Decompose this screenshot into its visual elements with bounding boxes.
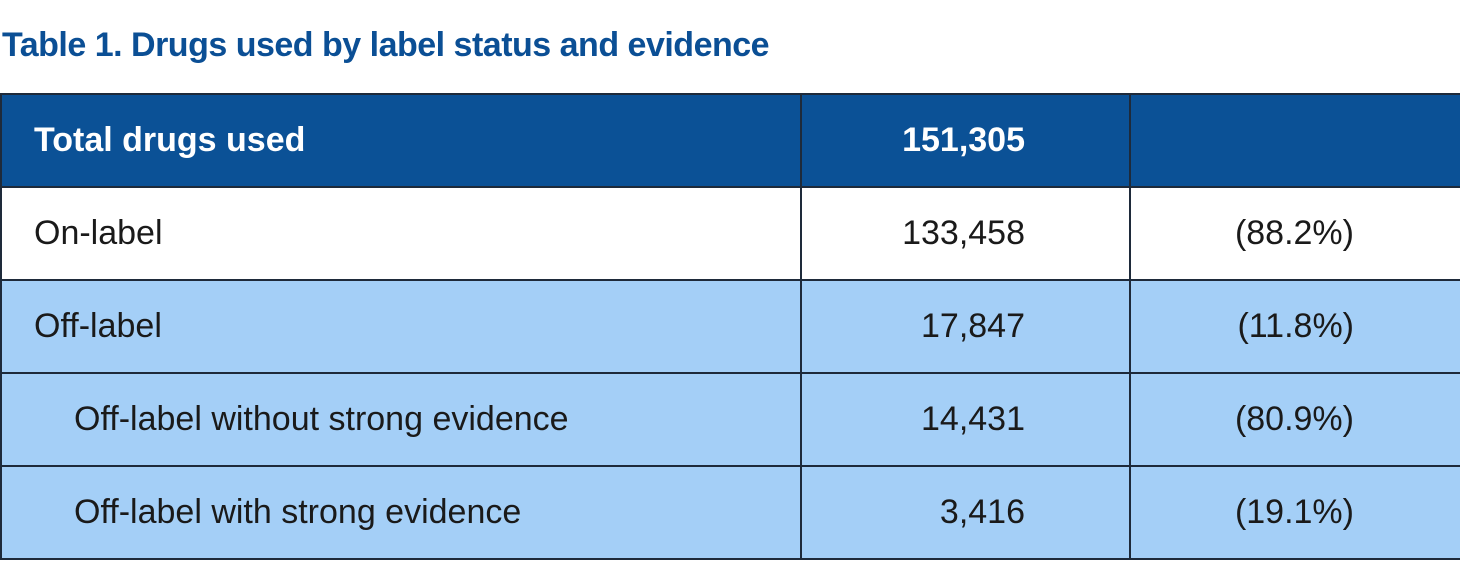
row-percent-cell: (88.2%) (1129, 186, 1460, 281)
table-row-off-label-without-strong-evidence: Off-label without strong evidence 14,431… (0, 372, 1460, 467)
row-label-cell: Off-label without strong evidence (0, 372, 802, 467)
table-row-off-label-with-strong-evidence: Off-label with strong evidence 3,416 (19… (0, 465, 1460, 560)
row-label-cell: Off-label (0, 279, 802, 374)
row-percent-cell: (80.9%) (1129, 372, 1460, 467)
drugs-table: Total drugs used 151,305 On-label 133,45… (0, 93, 1460, 560)
header-percent-cell (1129, 93, 1460, 188)
row-percent-cell: (19.1%) (1129, 465, 1460, 560)
header-count-cell: 151,305 (800, 93, 1131, 188)
row-label-cell: Off-label with strong evidence (0, 465, 802, 560)
table-row-off-label: Off-label 17,847 (11.8%) (0, 279, 1460, 374)
row-count-cell: 17,847 (800, 279, 1131, 374)
row-count-cell: 14,431 (800, 372, 1131, 467)
table-header-row: Total drugs used 151,305 (0, 93, 1460, 188)
row-count-cell: 133,458 (800, 186, 1131, 281)
row-percent-cell: (11.8%) (1129, 279, 1460, 374)
row-count-cell: 3,416 (800, 465, 1131, 560)
table-row-on-label: On-label 133,458 (88.2%) (0, 186, 1460, 281)
row-label-cell: On-label (0, 186, 802, 281)
table-title: Table 1. Drugs used by label status and … (2, 26, 770, 64)
header-label-cell: Total drugs used (0, 93, 802, 188)
